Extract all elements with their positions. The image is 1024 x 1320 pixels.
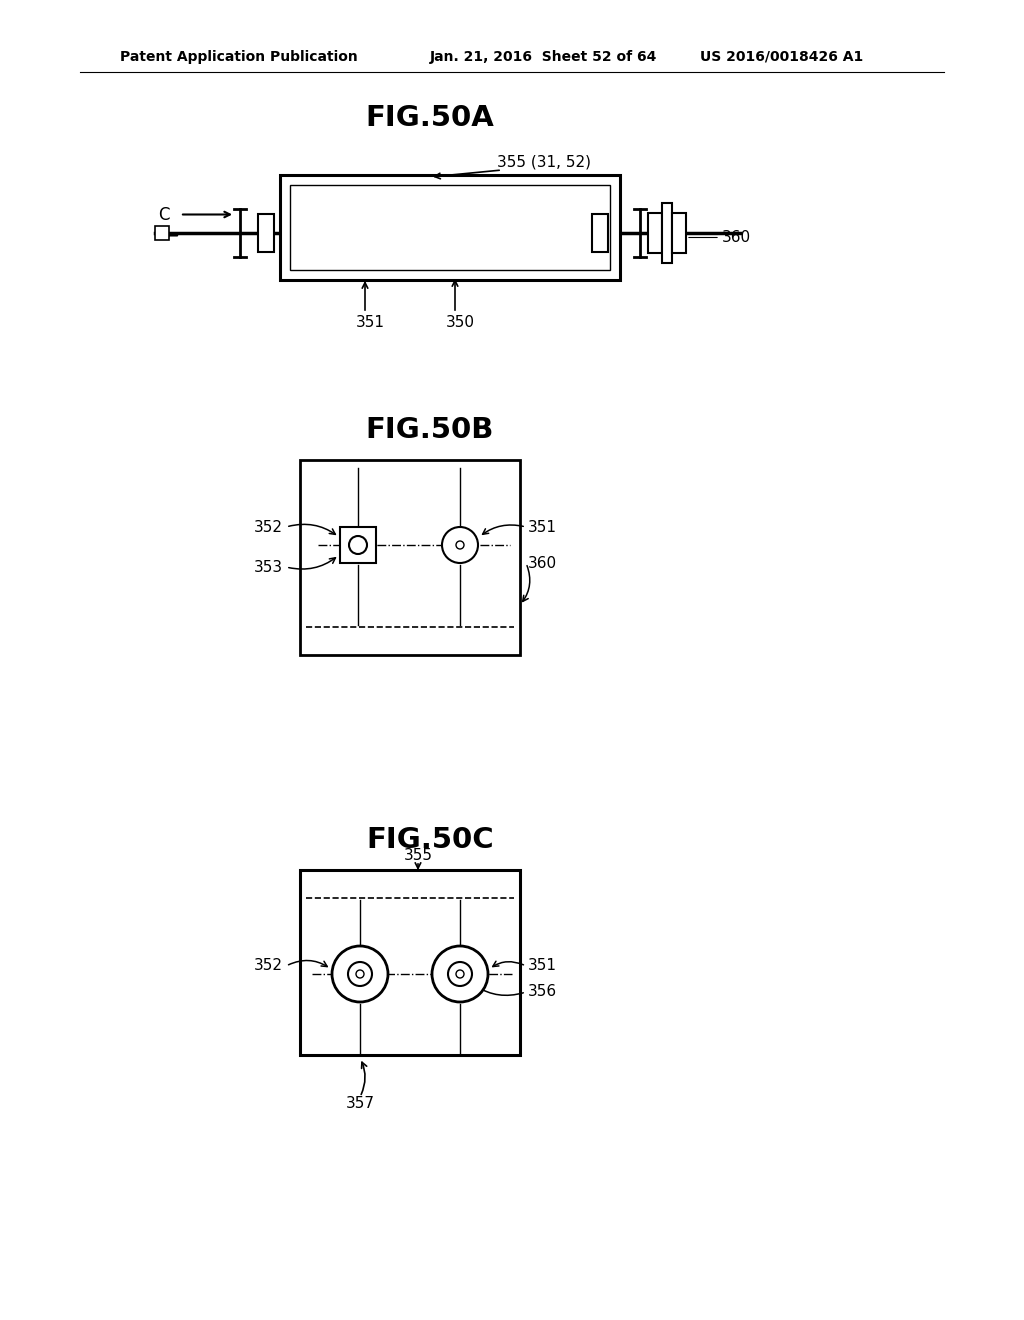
Bar (592, 214, 608, 252)
Circle shape (432, 946, 488, 1002)
Text: 351: 351 (528, 958, 557, 974)
Bar (300, 459, 520, 655)
Circle shape (449, 962, 472, 986)
Circle shape (348, 962, 372, 986)
Bar (300, 870, 520, 1055)
Text: Patent Application Publication: Patent Application Publication (120, 50, 357, 63)
Circle shape (332, 946, 388, 1002)
Bar (340, 527, 376, 564)
Circle shape (456, 970, 464, 978)
Text: FIG.50B: FIG.50B (366, 416, 495, 444)
Text: 353: 353 (254, 560, 283, 574)
Circle shape (356, 970, 364, 978)
Bar (258, 214, 274, 252)
Text: 350: 350 (445, 315, 474, 330)
Text: 356: 356 (528, 985, 557, 999)
Circle shape (442, 527, 478, 564)
Text: 360: 360 (528, 556, 557, 570)
Text: 352: 352 (254, 520, 283, 535)
Bar (672, 213, 686, 252)
Text: C: C (159, 206, 170, 223)
Circle shape (456, 541, 464, 549)
Bar (155, 226, 169, 239)
Bar (662, 202, 672, 263)
Bar (280, 176, 620, 280)
Bar (290, 185, 610, 271)
Text: 355: 355 (403, 847, 432, 862)
Text: B: B (159, 227, 170, 244)
Text: 352: 352 (254, 958, 283, 974)
Circle shape (349, 536, 367, 554)
Text: 355 (31, 52): 355 (31, 52) (497, 154, 591, 169)
Text: US 2016/0018426 A1: US 2016/0018426 A1 (700, 50, 863, 63)
Text: FIG.50A: FIG.50A (366, 104, 495, 132)
Text: 360: 360 (722, 230, 752, 246)
Bar (648, 213, 662, 252)
Text: 351: 351 (528, 520, 557, 535)
Text: FIG.50C: FIG.50C (367, 826, 494, 854)
Text: Jan. 21, 2016  Sheet 52 of 64: Jan. 21, 2016 Sheet 52 of 64 (430, 50, 657, 63)
Text: 357: 357 (345, 1096, 375, 1110)
Text: 351: 351 (355, 315, 384, 330)
